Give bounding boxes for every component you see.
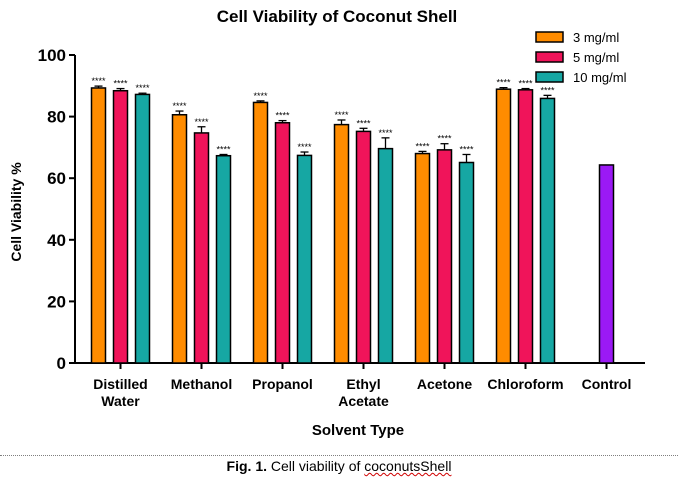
x-tick-label: Control [582,376,632,392]
figure-caption: Fig. 1. Cell viability of coconutsShell [0,458,678,474]
y-axis-label: Cell Viability % [8,162,24,262]
legend-swatch [535,71,564,83]
significance-label: **** [496,78,511,88]
bar [215,154,232,364]
y-tick-label: 60 [47,169,66,188]
significance-label: **** [275,111,290,121]
y-tick-label: 80 [47,108,66,127]
y-tick-label: 100 [38,46,66,65]
significance-label: **** [540,85,555,95]
significance-label: **** [437,134,452,144]
significance-label: **** [297,142,312,152]
cell-viability-chart: Cell Viability of Coconut Shell Cell Via… [8,7,645,439]
bar [296,154,313,364]
legend-label: 3 mg/ml [573,30,619,45]
x-axis-label: Solvent Type [312,422,404,439]
legend-swatch [535,31,564,43]
bar-control [598,164,615,364]
y-tick-label: 20 [47,292,66,311]
bar [112,89,129,364]
significance-label: **** [216,144,231,154]
bar [539,97,556,364]
y-tick-label: 40 [47,231,66,250]
x-tick-label: Ethyl Acetate [338,376,389,409]
legend-label: 10 mg/ml [573,70,627,85]
bar [90,87,107,364]
legend-label: 5 mg/ml [573,50,619,65]
caption-text: Cell viability of [270,458,365,474]
bar [252,101,269,364]
y-tick-label: 0 [57,354,66,373]
significance-label: **** [459,144,474,154]
significance-label: **** [334,110,349,120]
significance-label: **** [194,117,209,127]
legend-swatch [535,51,564,63]
caption-fig-label: Fig. 1. [226,458,267,474]
x-tick-label: Distilled Water [93,376,147,409]
significance-label: **** [415,141,430,151]
legend: 3 mg/ml 5 mg/ml 10 mg/ml [535,30,627,85]
bar [436,149,453,364]
bar [134,93,151,364]
bar [377,147,394,364]
significance-label: **** [518,79,533,89]
significance-label: **** [91,76,106,86]
significance-label: **** [378,128,393,138]
x-tick-label: Chloroform [487,376,563,392]
x-tick-label: Propanol [252,376,313,392]
bar [495,88,512,364]
bar [333,123,350,364]
bar [458,161,475,364]
bar [355,130,372,364]
bar [414,152,431,364]
bar [171,114,188,364]
x-tick-label: Methanol [171,376,232,392]
x-tick-label: Acetone [417,376,472,392]
bar [274,122,291,364]
significance-label: **** [172,101,187,111]
bar [193,132,210,364]
caption-text-squiggle: coconutsShell [364,458,452,474]
caption-divider [0,455,678,456]
chart-title: Cell Viability of Coconut Shell [217,7,458,26]
significance-label: **** [135,83,150,93]
significance-label: **** [356,118,371,128]
bar [517,89,534,364]
significance-label: **** [113,79,128,89]
significance-label: **** [253,91,268,101]
plot-area: 0 20 40 60 80 100 Distilled Water Methanol Propan… [38,46,645,409]
